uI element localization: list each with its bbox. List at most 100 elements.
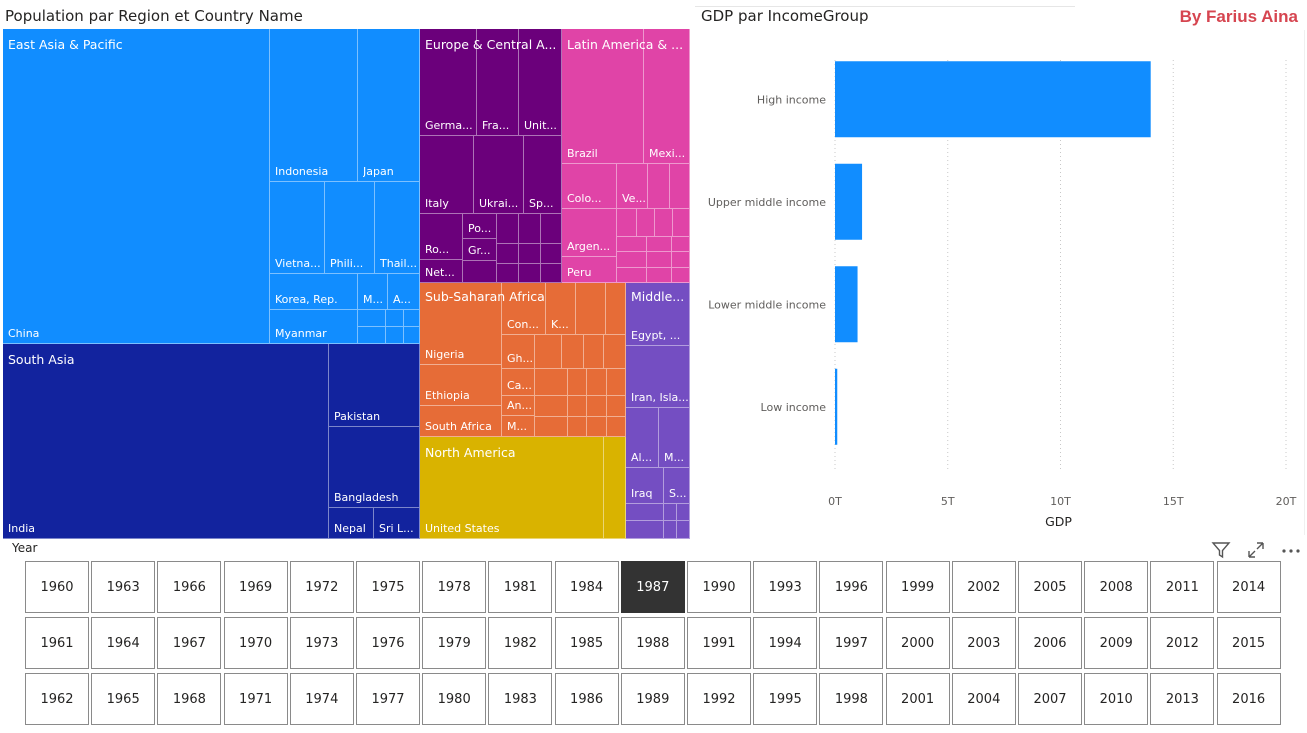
treemap-cell[interactable]: Thail... [375,182,420,274]
year-option-2000[interactable]: 2000 [885,617,950,669]
treemap-cell[interactable] [541,244,562,264]
treemap-cell[interactable]: United States [420,437,604,539]
treemap-cell[interactable] [519,214,541,244]
year-option-1967[interactable]: 1967 [157,617,222,669]
treemap-cell[interactable]: South Africa [420,406,502,437]
treemap-cell[interactable] [404,327,420,344]
treemap-cell[interactable] [673,209,690,237]
treemap-cell[interactable] [606,283,626,335]
treemap-cell[interactable] [617,237,647,252]
treemap-cell[interactable]: M... [659,408,690,468]
year-option-1962[interactable]: 1962 [25,673,89,725]
treemap-cell[interactable]: Bangladesh [329,427,420,508]
treemap-cell[interactable] [535,396,568,417]
treemap-cell[interactable] [607,369,626,396]
year-option-2004[interactable]: 2004 [951,673,1016,725]
treemap-cell[interactable] [672,237,690,252]
gdp-bar[interactable] [835,266,858,343]
year-option-1994[interactable]: 1994 [753,617,818,669]
treemap-cell[interactable]: Sri L... [374,508,420,539]
treemap-cell[interactable]: Colo... [562,164,617,209]
year-option-2007[interactable]: 2007 [1018,673,1082,725]
treemap-cell[interactable] [497,244,519,264]
year-option-2015[interactable]: 2015 [1216,617,1281,669]
treemap-cell[interactable]: Ve... [617,164,648,209]
treemap-cell[interactable] [604,437,626,539]
treemap-cell[interactable] [519,244,541,264]
treemap-cell[interactable] [648,164,670,209]
year-option-1997[interactable]: 1997 [819,617,884,669]
year-option-1993[interactable]: 1993 [753,561,818,613]
treemap-cell[interactable] [535,417,568,437]
treemap-cell[interactable]: Japan [358,29,420,182]
year-option-2001[interactable]: 2001 [885,673,950,725]
year-option-1981[interactable]: 1981 [488,561,553,613]
treemap-cell[interactable]: Italy [420,136,474,214]
year-option-2016[interactable]: 2016 [1216,673,1281,725]
treemap-cell[interactable] [541,264,562,283]
year-option-1990[interactable]: 1990 [687,561,751,613]
year-option-1964[interactable]: 1964 [91,617,156,669]
treemap-cell[interactable]: S... [664,468,690,504]
gdp-bar[interactable] [835,163,863,240]
treemap-cell[interactable] [677,521,690,539]
year-option-1966[interactable]: 1966 [157,561,222,613]
treemap-cell[interactable]: K... [546,283,576,335]
treemap-cell[interactable] [386,310,404,327]
treemap-cell[interactable]: Nepal [329,508,374,539]
treemap-cell[interactable] [568,369,587,396]
treemap-cell[interactable] [576,283,606,335]
treemap-cell[interactable]: Vietna... [270,182,325,274]
treemap-cell[interactable] [587,417,607,437]
treemap-cell[interactable]: Peru [562,257,617,283]
treemap-cell[interactable] [404,310,420,327]
year-option-1972[interactable]: 1972 [289,561,354,613]
treemap-cell[interactable] [604,335,626,369]
filter-icon[interactable] [1211,541,1231,563]
year-option-1971[interactable]: 1971 [223,673,288,725]
treemap-cell[interactable] [626,521,664,539]
treemap-cell[interactable] [672,252,690,268]
treemap-cell[interactable]: Pakistan [329,344,420,427]
treemap-cell[interactable]: India [3,344,329,539]
year-option-1999[interactable]: 1999 [885,561,950,613]
treemap-cell[interactable]: Gr... [463,239,497,261]
treemap-cell[interactable] [647,268,672,283]
treemap-cell[interactable]: Con... [502,283,546,335]
year-option-2002[interactable]: 2002 [951,561,1016,613]
year-option-1989[interactable]: 1989 [620,673,685,725]
treemap-cell[interactable]: A... [388,274,420,310]
year-option-1998[interactable]: 1998 [819,673,884,725]
year-option-2013[interactable]: 2013 [1150,673,1215,725]
year-option-2003[interactable]: 2003 [951,617,1016,669]
treemap-cell[interactable]: Gh... [502,335,535,369]
treemap-cell[interactable]: Net... [420,260,463,283]
year-option-1996[interactable]: 1996 [819,561,884,613]
treemap-cell[interactable] [568,417,587,437]
treemap-cell[interactable]: Indonesia [270,29,358,182]
treemap-cell[interactable] [617,252,647,268]
treemap-cell[interactable] [358,310,386,327]
treemap-cell[interactable] [637,209,655,237]
treemap-cell[interactable] [535,335,562,369]
treemap-cell[interactable] [541,214,562,244]
treemap-cell[interactable] [562,335,584,369]
year-option-2010[interactable]: 2010 [1084,673,1149,725]
treemap-cell[interactable] [677,504,690,521]
treemap-cell[interactable]: Mexi... [644,29,690,164]
treemap-cell[interactable] [655,209,673,237]
year-option-1965[interactable]: 1965 [91,673,156,725]
treemap-cell[interactable]: An... [502,396,535,416]
year-option-1987[interactable]: 1987 [620,561,685,613]
treemap-cell[interactable]: Po... [463,214,497,239]
year-option-2011[interactable]: 2011 [1150,561,1215,613]
treemap-cell[interactable]: Ukrai... [474,136,524,214]
treemap-cell[interactable] [568,396,587,417]
year-option-1969[interactable]: 1969 [223,561,288,613]
treemap-cell[interactable]: Korea, Rep. [270,274,358,310]
year-option-1992[interactable]: 1992 [687,673,751,725]
treemap-cell[interactable]: Phili... [325,182,375,274]
year-option-1988[interactable]: 1988 [620,617,685,669]
gdp-bar-chart[interactable]: 0T 5T 10T 15T 20T High income Upper middle inc… [697,30,1305,535]
treemap-cell[interactable] [463,261,497,283]
